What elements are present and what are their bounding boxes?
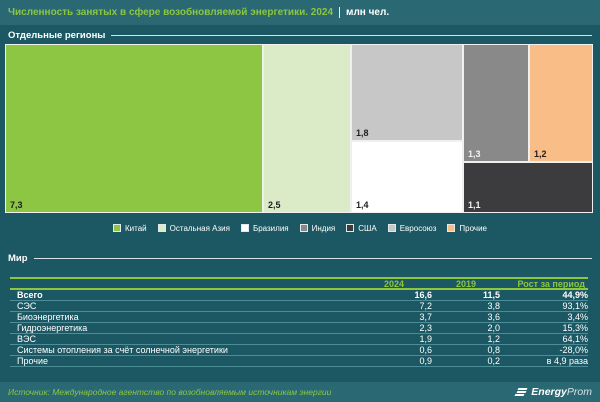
world-table: 2024 2019 Рост за период Всего 16,6 11,5…	[10, 277, 588, 367]
legend-item-china: Китай	[113, 224, 147, 233]
table-row-bioenergy: Биоэнергетика 3,7 3,6 3,4%	[10, 312, 588, 323]
legend-item-eu: Евросоюз	[387, 223, 437, 233]
section-title-regions: Отдельные регионы	[8, 29, 106, 41]
legend-item-others: Прочие	[447, 224, 487, 233]
legend-label-usa: США	[358, 223, 377, 233]
table-row-solar: СЭС 7,2 3,8 93,1%	[10, 301, 588, 312]
energyprom-logo: EnergyProm	[514, 386, 592, 398]
value-label-rest-asia: 2,5	[268, 200, 281, 210]
table-header-row: 2024 2019 Рост за период	[10, 277, 588, 290]
table-row-hydro: Гидроэнергетика 2,3 2,0 15,3%	[10, 323, 588, 334]
legend-label-rest-asia: Остальная Азия	[169, 223, 230, 233]
title-separator	[339, 7, 341, 18]
value-label-china: 7,3	[10, 200, 23, 210]
title-bar: Численность занятых в сфере возобновляем…	[0, 0, 600, 25]
legend-label-eu: Евросоюз	[399, 223, 437, 233]
column-header-2019: 2019	[455, 278, 477, 289]
treemap-block-china: 7,3	[5, 44, 263, 213]
legend-item-usa: США	[346, 223, 377, 233]
logo-text-bold: Energy	[531, 386, 567, 398]
legend-swatch-brazil	[240, 224, 249, 232]
source-text: Источник: Международное агентство по воз…	[8, 387, 332, 397]
legend-swatch-usa	[346, 224, 355, 232]
treemap-block-brazil: 1,4	[351, 141, 463, 213]
energy-bars-icon	[514, 388, 528, 396]
legend-item-rest-asia: Остальная Азия	[157, 223, 230, 233]
section-header-world: Мир	[8, 252, 592, 264]
section-rule	[33, 258, 592, 259]
legend-label-others: Прочие	[459, 223, 487, 233]
legend-item-india: Индия	[299, 223, 336, 233]
legend-label-india: Индия	[311, 223, 336, 233]
value-label-eu: 1,8	[356, 128, 369, 138]
legend-swatch-eu	[387, 224, 396, 232]
section-title-world: Мир	[8, 252, 28, 264]
value-label-brazil: 1,4	[356, 200, 369, 210]
table-row-wind: ВЭС 1,9 1,2 64,1%	[10, 334, 588, 345]
section-header-regions: Отдельные регионы	[8, 29, 592, 41]
legend-swatch-rest-asia	[157, 224, 166, 232]
treemap-block-usa: 1,1	[463, 162, 593, 213]
section-rule	[111, 35, 592, 36]
legend-label-brazil: Бразилия	[252, 223, 289, 233]
legend-label-china: Китай	[125, 223, 147, 233]
logo-text-light: Prom	[566, 386, 592, 398]
treemap-block-india: 1,3	[463, 44, 529, 162]
footer-bar: Источник: Международное агентство по воз…	[0, 382, 600, 402]
table-row-solar-heating: Системы отопления за счёт солнечной энер…	[10, 345, 588, 356]
treemap-block-rest-asia: 2,5	[263, 44, 351, 213]
column-header-growth: Рост за период	[517, 278, 586, 289]
page-title: Численность занятых в сфере возобновляем…	[8, 7, 334, 18]
column-header-2024: 2024	[383, 278, 405, 289]
legend-swatch-others	[447, 224, 456, 232]
unit-label: млн чел.	[346, 7, 390, 18]
legend-swatch-china	[113, 224, 122, 232]
table-row-total: Всего 16,6 11,5 44,9%	[10, 290, 588, 301]
treemap-chart: 7,3 2,5 1,8 1,4 1,3 1,2 1,1	[5, 44, 593, 213]
treemap-block-others: 1,2	[529, 44, 593, 162]
value-label-others: 1,2	[534, 149, 547, 159]
table-row-other: Прочие 0,9 0,2 в 4,9 раза	[10, 356, 588, 367]
legend-swatch-india	[299, 224, 308, 232]
value-label-usa: 1,1	[468, 200, 481, 210]
treemap-block-eu: 1,8	[351, 44, 463, 141]
chart-legend: Китай Остальная Азия Бразилия Индия США …	[0, 222, 600, 234]
legend-item-brazil: Бразилия	[240, 223, 289, 233]
value-label-india: 1,3	[468, 149, 481, 159]
